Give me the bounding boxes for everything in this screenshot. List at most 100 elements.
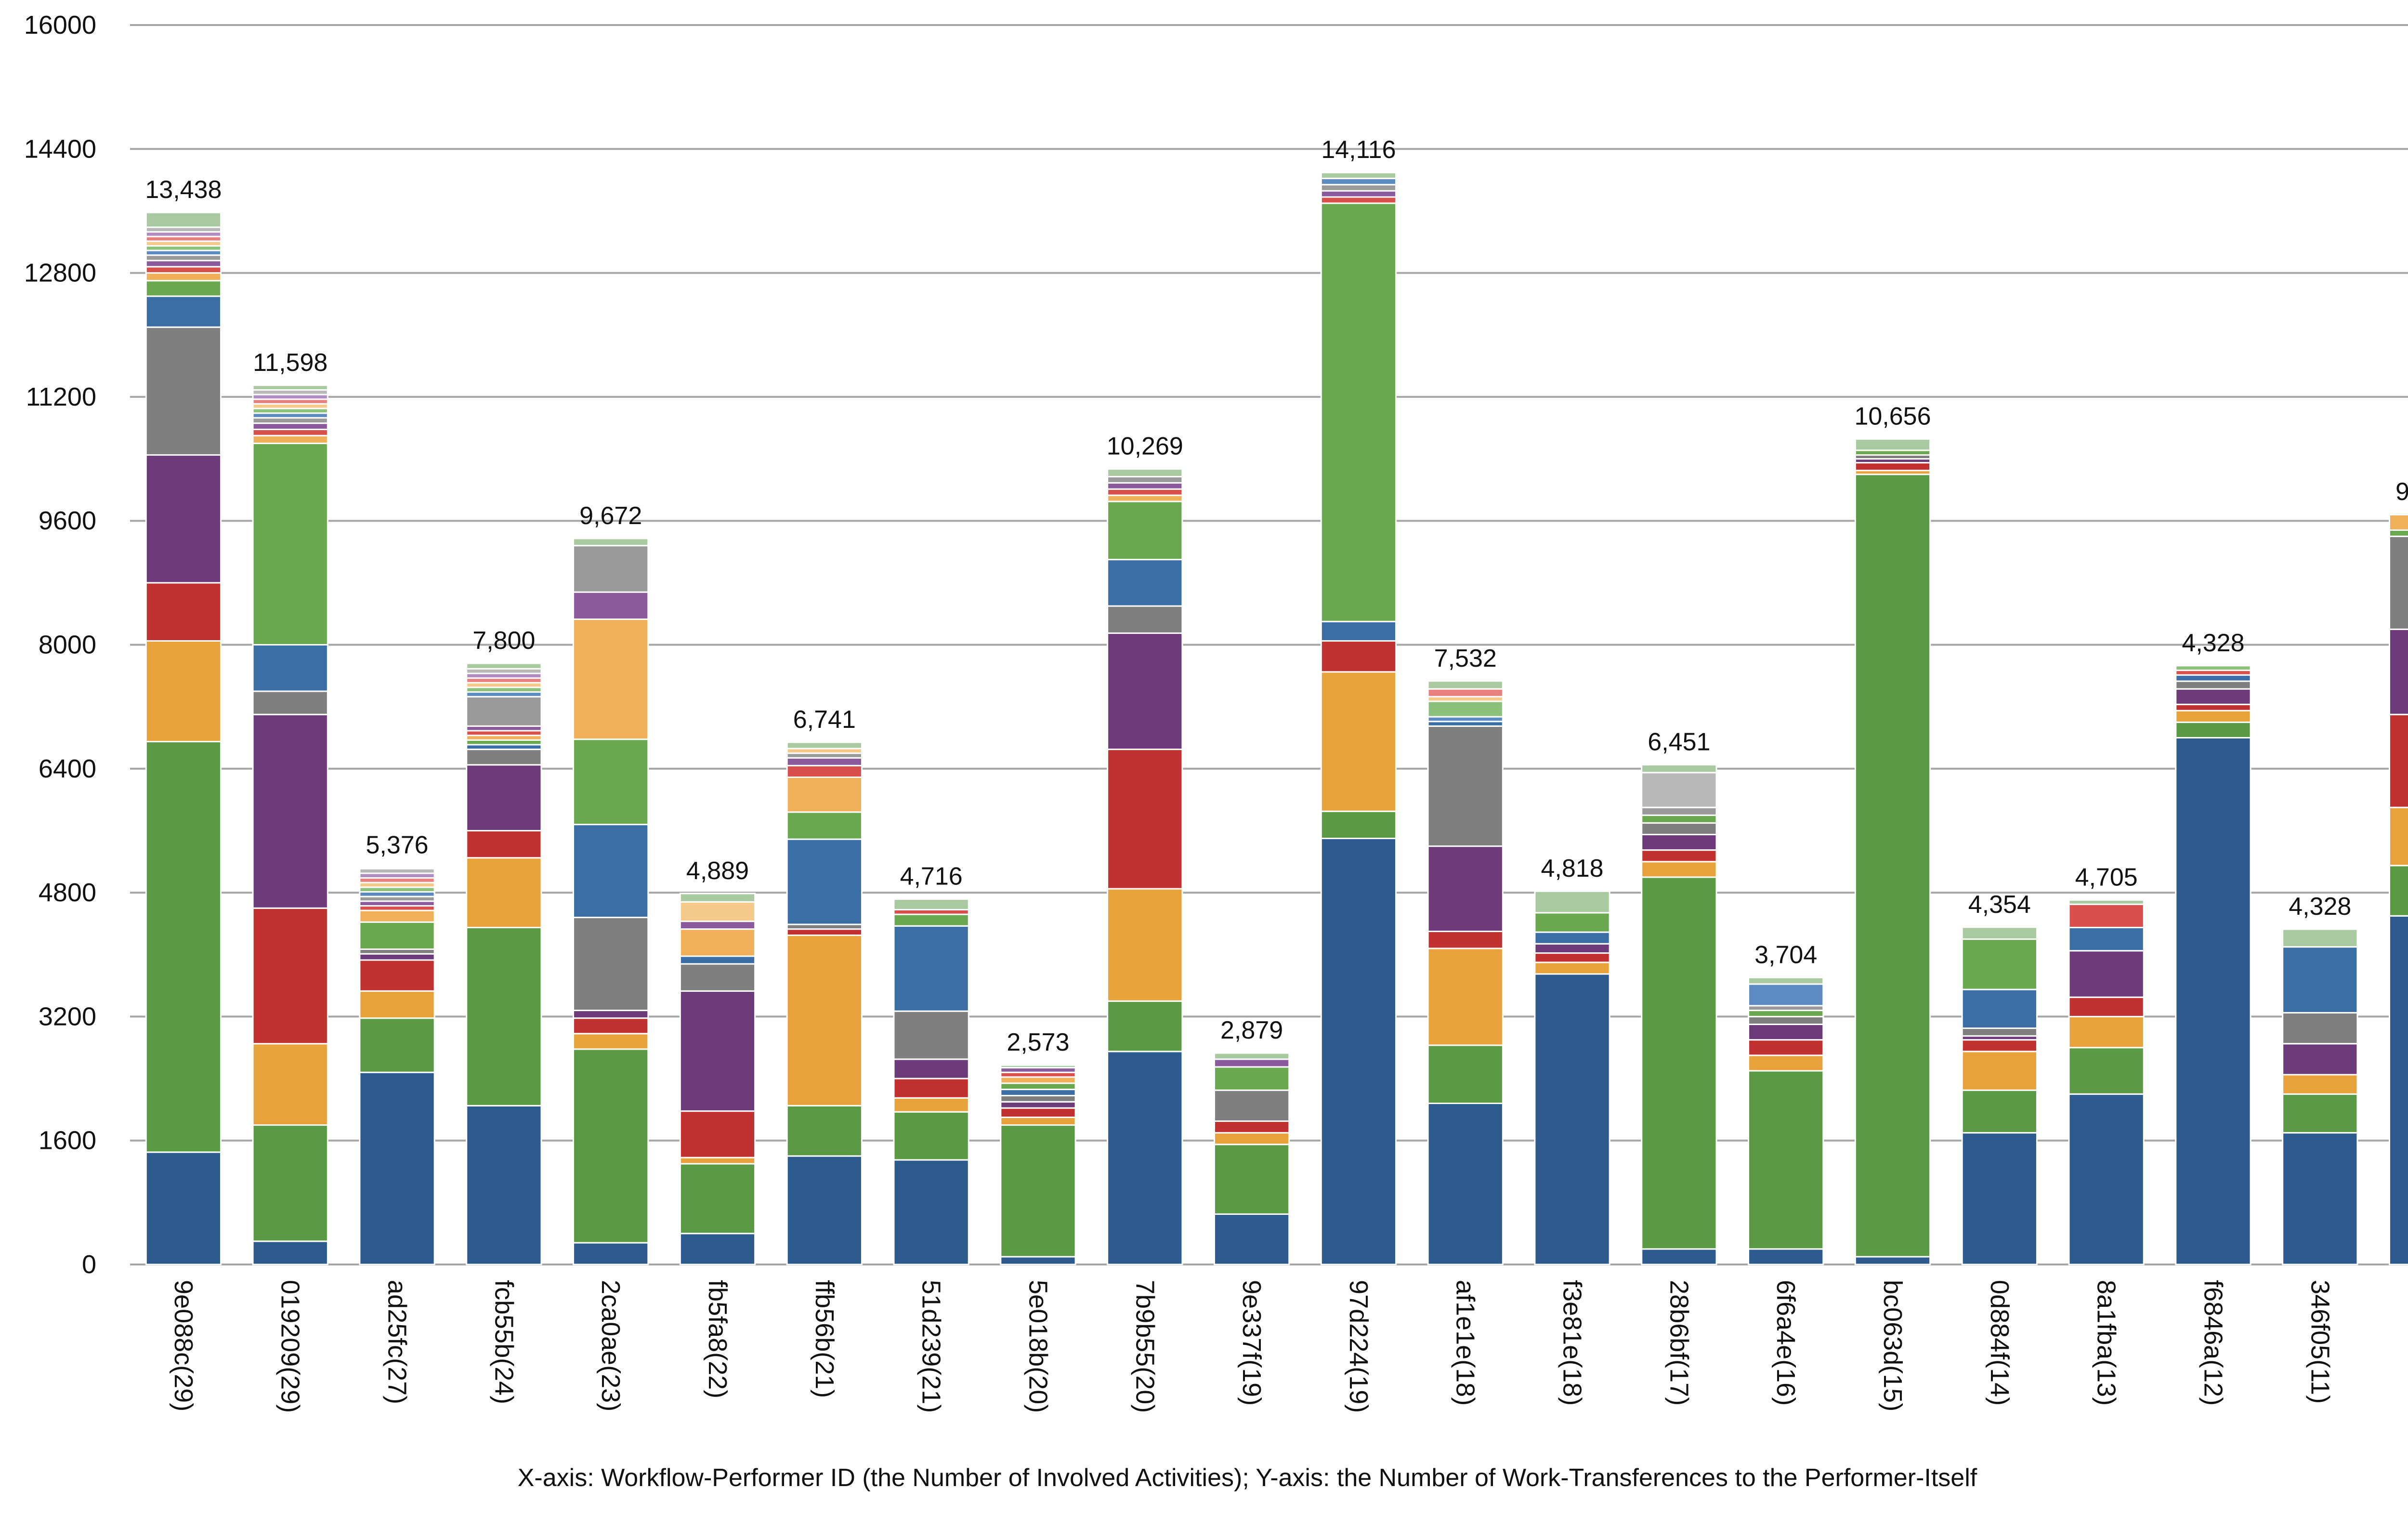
bar-stack bbox=[573, 538, 649, 1265]
bar-segment bbox=[359, 953, 435, 961]
bar-segment bbox=[252, 442, 328, 645]
bar-segment bbox=[2068, 950, 2145, 998]
bar-segment bbox=[573, 1010, 649, 1019]
bar-total-label: 9,672 bbox=[579, 502, 642, 530]
x-tick-label: 5e018b(20) bbox=[1023, 1280, 1052, 1413]
bar-segment bbox=[2068, 899, 2145, 905]
bar-segment bbox=[893, 1078, 969, 1099]
bar-segment bbox=[1107, 468, 1183, 478]
bar-segment bbox=[1641, 822, 1717, 835]
bar-total-label: 4,705 bbox=[2075, 863, 2138, 891]
y-tick-label: 0 bbox=[82, 1250, 96, 1279]
bar-segment bbox=[252, 713, 328, 909]
bar-segment bbox=[2388, 865, 2408, 917]
bar-segment bbox=[893, 898, 969, 910]
bar-segment bbox=[893, 1159, 969, 1265]
bar-segment bbox=[252, 384, 328, 391]
bar-segment bbox=[1320, 184, 1397, 192]
bar-segment bbox=[1000, 1107, 1076, 1118]
bar-segment bbox=[359, 867, 435, 869]
bar-segment bbox=[1107, 605, 1183, 634]
bar-segment bbox=[1748, 1039, 1824, 1056]
bar-segment bbox=[1427, 725, 1504, 847]
bar-segment bbox=[145, 1151, 222, 1265]
bar-segment bbox=[1748, 1015, 1824, 1025]
bar-segment bbox=[1641, 833, 1717, 851]
bar-segment bbox=[1107, 1051, 1183, 1265]
x-tick-label: 28b6bf(17) bbox=[1664, 1280, 1693, 1406]
bar-segment bbox=[466, 764, 542, 831]
bar-segment bbox=[2175, 710, 2251, 723]
x-tick-label: ad25fc(27) bbox=[383, 1280, 412, 1404]
bar-segment bbox=[466, 857, 542, 928]
bar-segment bbox=[573, 1242, 649, 1265]
bar-stack bbox=[2282, 928, 2358, 1265]
bar-segment bbox=[1748, 976, 1824, 985]
bar-segment bbox=[145, 254, 222, 262]
bar-segment bbox=[1000, 1116, 1076, 1126]
bar-segment bbox=[1748, 1023, 1824, 1041]
bar-segment bbox=[2282, 1043, 2358, 1076]
bar-segment bbox=[1107, 500, 1183, 561]
bar-total-label: 5,376 bbox=[366, 831, 428, 859]
bar-segment bbox=[2282, 1093, 2358, 1134]
bar-segment bbox=[1427, 845, 1504, 933]
y-tick-label: 8000 bbox=[39, 631, 96, 659]
bar-segment bbox=[466, 749, 542, 766]
bar-segment bbox=[466, 662, 542, 670]
bar-segment bbox=[573, 1048, 649, 1244]
bar-segment bbox=[1961, 988, 2038, 1029]
bar-stack bbox=[1534, 890, 1610, 1265]
bar-segment bbox=[2068, 1047, 2145, 1095]
bar-segment bbox=[2282, 1132, 2358, 1265]
bar-segment bbox=[1641, 814, 1717, 824]
bar-segment bbox=[679, 893, 756, 903]
bar-segment bbox=[2175, 703, 2251, 711]
bar-segment bbox=[573, 545, 649, 593]
bar-segment bbox=[1000, 1256, 1076, 1265]
bar-segment bbox=[2388, 513, 2408, 516]
bar-segment bbox=[2175, 674, 2251, 682]
bar-segment bbox=[1534, 931, 1610, 945]
bar-segment bbox=[1000, 1094, 1076, 1103]
bar-stack bbox=[1961, 926, 2038, 1265]
bar-segment bbox=[1107, 749, 1183, 890]
bar-segment bbox=[679, 1233, 756, 1265]
x-tick-label: 7b9b55(20) bbox=[1130, 1280, 1159, 1413]
bar-segment bbox=[252, 417, 328, 424]
bar-segment bbox=[893, 1111, 969, 1161]
bar-segment bbox=[573, 538, 649, 547]
bar-segment bbox=[1427, 931, 1504, 949]
bar-total-labels: 13,438 11,598 5,376 7,800 9,672 4,889 6,741 4,7… bbox=[145, 136, 2408, 1056]
bar-segment bbox=[1107, 476, 1183, 484]
y-tick-label: 4800 bbox=[39, 878, 96, 907]
bar-segment bbox=[2282, 1074, 2358, 1095]
bar-segment bbox=[359, 1071, 435, 1265]
bar-total-label: 11,598 bbox=[253, 349, 327, 377]
x-tick-label: af1e1e(18) bbox=[1451, 1280, 1480, 1406]
bar-segment bbox=[893, 925, 969, 1012]
bar-segment bbox=[466, 829, 542, 859]
x-tick-label: 97d224(19) bbox=[1344, 1280, 1373, 1413]
bar-stack bbox=[1427, 680, 1504, 1265]
bar-stack bbox=[1107, 468, 1183, 1265]
bar-segment bbox=[2068, 1093, 2145, 1265]
bar-stack bbox=[1000, 1064, 1076, 1265]
bar-total-label: 4,889 bbox=[686, 857, 749, 885]
bar-segment bbox=[679, 1163, 756, 1235]
bar-segment bbox=[1000, 1101, 1076, 1109]
bar-segment bbox=[145, 280, 222, 297]
bar-segment bbox=[679, 928, 756, 957]
bar-segment bbox=[2068, 996, 2145, 1017]
bar-segment bbox=[1107, 482, 1183, 490]
bar-segment bbox=[1107, 632, 1183, 750]
bar-segment bbox=[893, 913, 969, 927]
bar-segment bbox=[1961, 938, 2038, 990]
x-tick-label: 9e088c(29) bbox=[169, 1280, 198, 1411]
bar-segment bbox=[2388, 806, 2408, 867]
bar-segment bbox=[145, 741, 222, 1153]
bar-segment bbox=[2175, 680, 2251, 690]
y-tick-label: 9600 bbox=[39, 506, 96, 535]
y-tick-label: 6400 bbox=[39, 754, 96, 783]
